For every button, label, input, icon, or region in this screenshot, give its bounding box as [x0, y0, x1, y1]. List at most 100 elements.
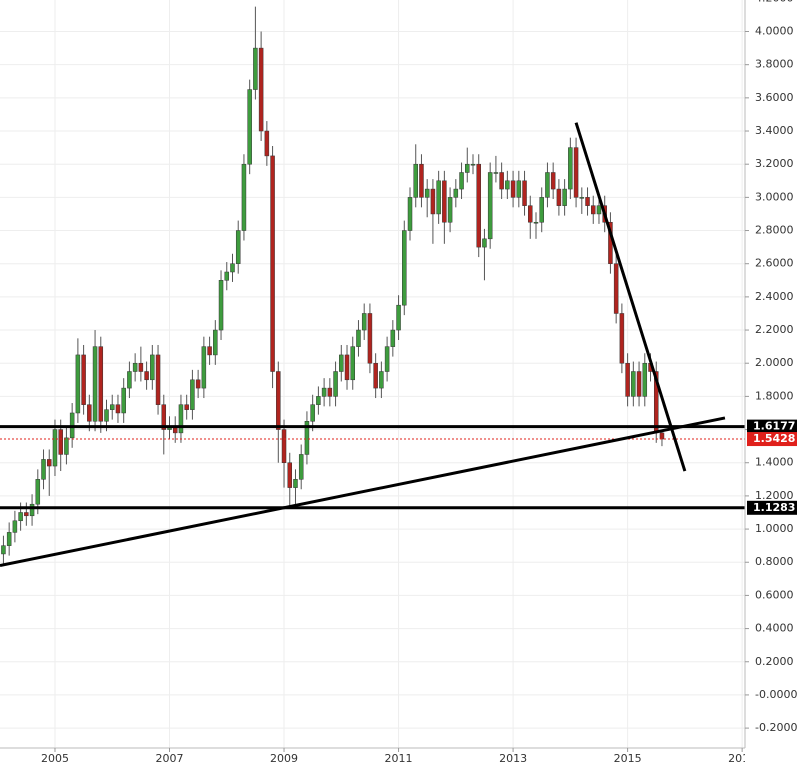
candle-body	[46, 459, 52, 467]
y-tick-label: 2.8000	[755, 224, 794, 237]
y-tick-label: 1.0000	[755, 522, 794, 535]
candle-body	[482, 238, 487, 248]
candle-body	[6, 532, 12, 546]
candle-body	[24, 512, 29, 517]
candle-body	[356, 329, 361, 347]
candle-body	[155, 354, 161, 405]
y-tick-label: 3.8000	[755, 58, 794, 71]
candle-body	[138, 362, 144, 372]
candle-body	[144, 371, 149, 381]
candle-body	[201, 346, 207, 389]
candle-body	[447, 197, 453, 223]
candle-body	[396, 304, 401, 331]
candle-body	[585, 197, 590, 206]
candle-body	[361, 313, 367, 331]
candle-body	[109, 404, 115, 410]
candle-body	[178, 404, 184, 434]
candle-body	[453, 188, 459, 198]
candle-body	[424, 188, 430, 198]
candle-body	[459, 172, 464, 190]
y-tick-label: 0.6000	[755, 588, 794, 601]
candle-body	[224, 271, 230, 281]
candle-body	[528, 205, 533, 223]
candle-body	[253, 47, 258, 90]
y-tick-label: 4.2000	[755, 0, 794, 4]
candle-body	[190, 379, 195, 410]
candle-body	[104, 409, 109, 422]
candle-body	[390, 329, 396, 347]
candle-body	[430, 188, 436, 215]
candle-body	[230, 263, 235, 273]
candle-body	[499, 172, 504, 190]
candle-body	[556, 188, 562, 206]
candle-body	[619, 313, 625, 364]
candle-body	[407, 197, 413, 231]
candle-body	[64, 437, 69, 455]
y-tick-label: 2.6000	[755, 257, 794, 270]
candle-body	[161, 404, 167, 430]
price-tag: 1.5428	[753, 432, 795, 445]
y-tick-label: 3.0000	[755, 190, 794, 203]
level-tag-bg	[747, 500, 797, 515]
candle-body	[510, 180, 516, 198]
candle-body	[121, 387, 126, 414]
y-tick-label: 4.0000	[755, 25, 794, 38]
candle-body	[241, 163, 247, 231]
candle-body	[533, 221, 539, 224]
candle-body	[636, 371, 642, 397]
candle-body	[419, 163, 424, 198]
candle-body	[316, 396, 321, 405]
candle-body	[373, 362, 378, 389]
candle-body	[367, 313, 373, 364]
candle-body	[247, 89, 252, 165]
candle-body	[379, 371, 384, 389]
candle-body	[465, 163, 470, 173]
x-tick-label: 2011	[385, 752, 413, 765]
y-tick-label: 1.2000	[755, 489, 794, 502]
candle-body	[293, 479, 298, 488]
candle-body	[75, 354, 81, 414]
candle-body	[18, 512, 23, 522]
y-tick-label: 2.2000	[755, 323, 794, 336]
y-tick-label: 2.4000	[755, 290, 794, 303]
candle-body	[127, 371, 132, 389]
level-tag: 1.1283	[753, 501, 795, 514]
candle-body	[321, 387, 327, 397]
x-tick-label: 2007	[156, 752, 184, 765]
candle-body	[625, 362, 630, 397]
candle-body	[522, 180, 527, 206]
candle-body	[207, 346, 212, 356]
candle-body	[52, 429, 58, 467]
y-tick-label: 1.4000	[755, 456, 794, 469]
candle-body	[264, 130, 270, 157]
candle-body	[12, 520, 18, 533]
candle-body	[562, 188, 567, 206]
plot-background	[0, 0, 745, 748]
candle-body	[470, 163, 476, 166]
candle-body	[436, 180, 441, 215]
candle-body	[344, 354, 350, 381]
candle-body	[310, 404, 315, 422]
candle-body	[642, 362, 648, 397]
y-tick-label: 0.2000	[755, 655, 794, 668]
candle-body	[218, 280, 224, 331]
y-tick-label: 1.8000	[755, 389, 794, 402]
y-tick-label: 0.4000	[755, 622, 794, 635]
candle-body	[568, 147, 573, 190]
x-tick-label: 2009	[270, 752, 298, 765]
candle-body	[81, 354, 86, 405]
level-tag-bg	[747, 419, 797, 434]
candle-body	[29, 503, 35, 517]
candle-body	[442, 180, 447, 223]
candle-body	[1, 545, 6, 555]
candle-body	[281, 429, 287, 463]
candle-body	[339, 354, 344, 372]
price-axis-panel	[745, 0, 797, 769]
candle-body	[596, 205, 602, 215]
candle-body	[545, 172, 550, 198]
candle-body	[516, 180, 522, 198]
candle-body	[476, 163, 481, 248]
candle-body	[287, 462, 293, 488]
y-tick-label: 3.4000	[755, 124, 794, 137]
